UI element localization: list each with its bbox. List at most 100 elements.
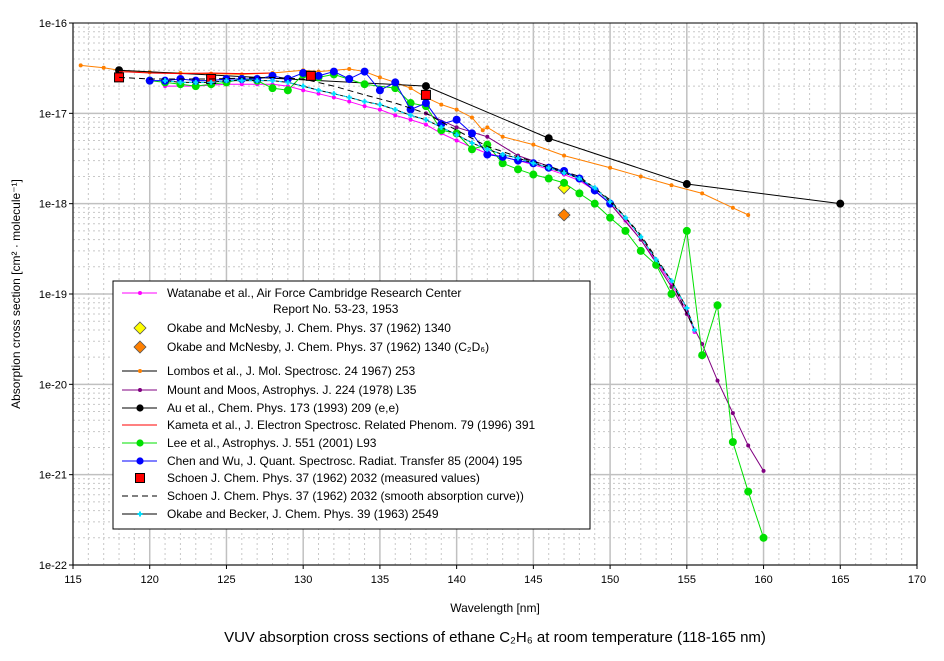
series-schoen — [119, 76, 695, 331]
legend-item: Schoen J. Chem. Phys. 37 (1962) 2032 (sm… — [122, 489, 524, 503]
legend-item: Lee et al., Astrophys. J. 551 (2001) L93 — [122, 436, 377, 450]
legend-item: Lombos et al., J. Mol. Spectrosc. 24 196… — [122, 364, 415, 378]
legend-label: Watanabe et al., Air Force Cambridge Res… — [167, 286, 461, 300]
legend-item: Au et al., Chem. Phys. 173 (1993) 209 (e… — [122, 401, 399, 415]
data-point — [622, 215, 628, 221]
data-point — [145, 76, 154, 85]
data-point — [269, 78, 275, 84]
data-point — [484, 146, 490, 152]
tick-labels: 115 120 125 130 135 140 145 150 155 160 165 170 1e-2… — [39, 18, 926, 586]
data-point — [454, 132, 460, 138]
data-point — [377, 75, 382, 80]
data-point — [223, 78, 229, 84]
data-point — [485, 125, 490, 130]
legend-item: Watanabe et al., Air Force Cambridge Res… — [122, 286, 461, 316]
data-point — [360, 80, 369, 89]
legend-item: Kameta et al., J. Electron Spectrosc. Re… — [122, 418, 536, 432]
data-point — [283, 74, 292, 83]
data-point — [377, 102, 383, 108]
data-point — [239, 82, 244, 87]
data-point — [744, 487, 753, 496]
data-point — [137, 511, 143, 517]
data-point — [136, 457, 144, 465]
legend-label: Mount and Moos, Astrophys. J. 224 (1978)… — [167, 383, 417, 397]
data-point — [607, 199, 613, 205]
data-point — [305, 70, 316, 81]
x-tick-label: 145 — [524, 574, 542, 586]
data-point — [136, 439, 144, 447]
data-point — [608, 165, 613, 170]
data-point — [360, 67, 369, 76]
data-point — [347, 99, 352, 104]
data-point — [408, 86, 413, 91]
y-tick-label: 1e-17 — [39, 108, 67, 120]
data-point — [138, 388, 142, 392]
data-point — [191, 82, 200, 91]
data-point — [408, 117, 413, 122]
data-point — [115, 66, 124, 75]
data-point — [621, 226, 630, 235]
legend-item: Chen and Wu, J. Quant. Spectrosc. Radiat… — [122, 454, 523, 468]
data-point — [78, 63, 83, 68]
data-point — [480, 128, 485, 133]
series-line — [119, 71, 273, 75]
x-tick-label: 120 — [141, 574, 159, 586]
data-point — [133, 321, 147, 335]
data-point — [653, 257, 659, 263]
legend-item: Mount and Moos, Astrophys. J. 224 (1978)… — [122, 383, 417, 397]
series-okabe — [557, 208, 571, 222]
data-point — [515, 155, 521, 161]
data-point — [531, 142, 536, 147]
data-point — [133, 340, 147, 354]
data-point — [347, 66, 352, 71]
series-line — [425, 112, 764, 472]
data-point — [667, 290, 676, 298]
legend-label: Kameta et al., J. Electron Spectrosc. Re… — [167, 418, 536, 432]
series-okabe — [162, 78, 697, 333]
data-point — [500, 152, 506, 158]
data-point — [544, 174, 553, 183]
legend-item: Okabe and McNesby, J. Chem. Phys. 37 (19… — [133, 321, 451, 335]
data-point — [514, 165, 523, 174]
series-line — [165, 80, 695, 331]
data-point — [362, 99, 368, 105]
x-tick-label: 140 — [447, 574, 465, 586]
data-point — [669, 183, 674, 188]
x-tick-label: 165 — [831, 574, 849, 586]
series-au — [115, 66, 845, 208]
data-point — [162, 78, 168, 84]
x-tick-label: 170 — [908, 574, 926, 586]
data-point — [746, 212, 751, 217]
data-point — [362, 104, 367, 109]
data-point — [730, 411, 735, 416]
series-line — [119, 69, 841, 205]
y-tick-label: 1e-20 — [39, 379, 67, 391]
legend-label: Lee et al., Astrophys. J. 551 (2001) L93 — [167, 436, 377, 450]
data-point — [136, 404, 144, 412]
y-tick-label: 1e-16 — [39, 18, 67, 30]
legend-label: Okabe and McNesby, J. Chem. Phys. 37 (19… — [167, 321, 451, 335]
data-point — [193, 79, 199, 85]
data-point — [684, 305, 690, 311]
data-point — [590, 199, 599, 208]
data-point — [728, 437, 737, 446]
data-point — [700, 191, 705, 196]
data-point — [329, 67, 338, 76]
data-point — [592, 185, 598, 191]
data-point — [544, 134, 553, 143]
x-tick-label: 115 — [64, 574, 82, 586]
data-point — [423, 117, 429, 123]
data-point — [500, 134, 505, 139]
data-point — [299, 68, 308, 77]
data-point — [691, 327, 697, 333]
x-tick-label: 160 — [754, 574, 772, 586]
data-point — [638, 234, 644, 240]
data-point — [730, 205, 735, 210]
data-point — [239, 78, 245, 84]
y-tick-label: 1e-19 — [39, 289, 67, 301]
data-point — [377, 107, 382, 112]
data-point — [254, 78, 260, 84]
data-point — [135, 473, 145, 483]
data-point — [331, 91, 337, 97]
